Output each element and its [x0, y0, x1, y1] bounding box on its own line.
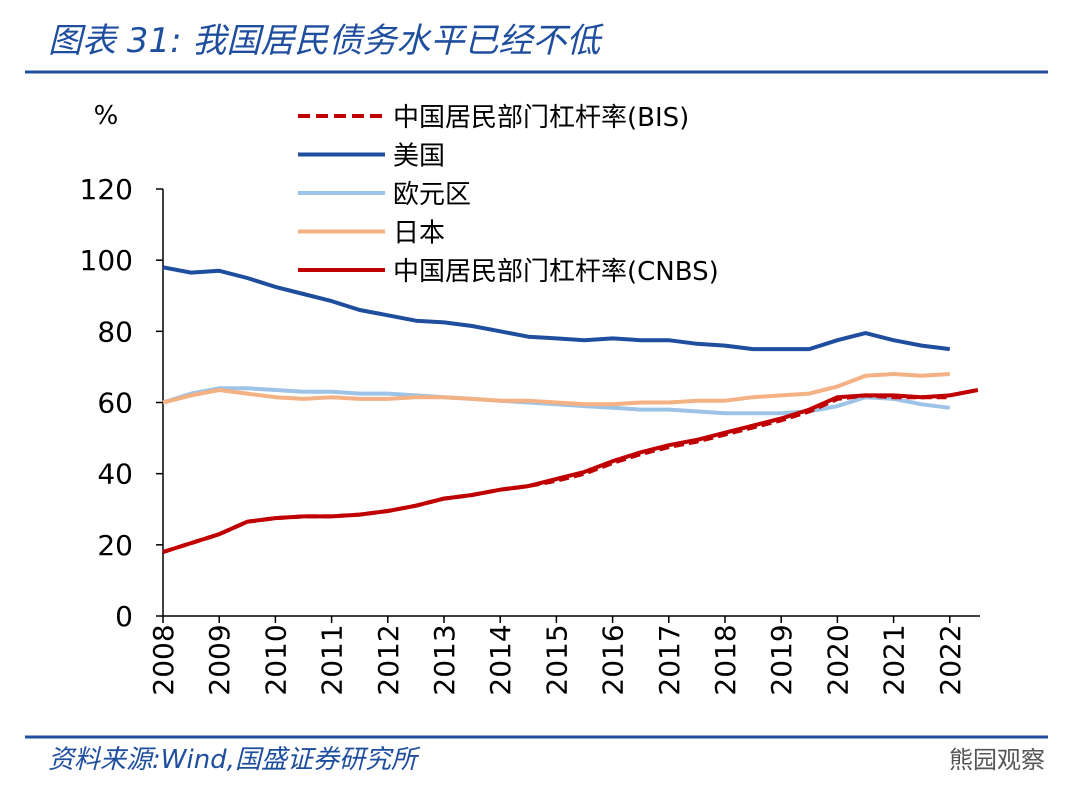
legend-label: 中国居民部门杠杆率(BIS) — [393, 103, 689, 133]
x-tick-label: 2019 — [765, 624, 798, 695]
x-tick-label: 2012 — [372, 624, 405, 695]
y-tick-label: 80 — [97, 315, 133, 348]
x-tick-label: 2017 — [653, 624, 686, 695]
x-tick-label: 2013 — [428, 624, 461, 695]
x-tick-label: 2015 — [540, 624, 573, 695]
x-tick-label: 2022 — [934, 624, 967, 695]
legend-label: 美国 — [393, 142, 445, 172]
legend-label: 欧元区 — [393, 180, 471, 210]
x-tick-label: 2014 — [484, 624, 517, 695]
x-tick-label: 2016 — [597, 624, 630, 695]
chart-title: 图表 31: 我国居民债务水平已经不低 — [48, 21, 604, 61]
series-line — [162, 372, 950, 407]
y-tick-label: 0 — [115, 600, 133, 633]
watermark: 熊园观察 — [949, 746, 1045, 774]
y-tick-label: 40 — [97, 458, 133, 491]
x-tick-label: 2021 — [878, 624, 911, 695]
y-tick-label: 60 — [97, 387, 133, 420]
y-tick-label: 20 — [97, 529, 133, 562]
y-tick-label: 120 — [80, 173, 133, 206]
y-tick-label: 100 — [80, 244, 133, 277]
x-tick-label: 2020 — [821, 624, 854, 695]
source-note: 资料来源:Wind,国盛证券研究所 — [48, 745, 421, 775]
x-tick-label: 2011 — [316, 624, 349, 695]
x-tick-label: 2009 — [203, 624, 236, 695]
x-tick-label: 2008 — [147, 624, 180, 695]
legend-label: 日本 — [393, 219, 445, 249]
legend-label: 中国居民部门杠杆率(CNBS) — [393, 257, 719, 287]
y-axis-label: % — [94, 101, 119, 131]
series-line — [162, 265, 951, 352]
series-line — [162, 388, 979, 554]
x-tick-label: 2018 — [709, 624, 742, 695]
x-tick-label: 2010 — [259, 624, 292, 695]
series-line — [162, 393, 950, 554]
